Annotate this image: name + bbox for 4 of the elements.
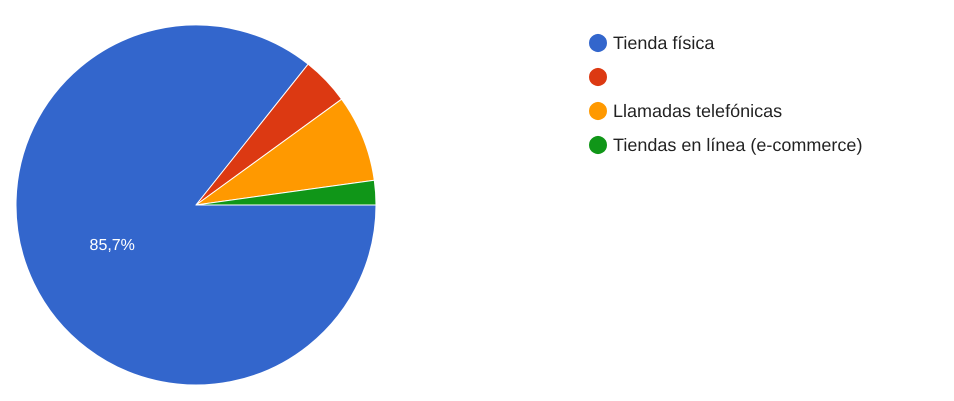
legend-label: Llamadas telefónicas xyxy=(613,101,782,121)
legend-label: Tienda física xyxy=(613,33,716,53)
legend-label: Tiendas en línea (e-commerce) xyxy=(613,135,862,155)
data-label: 85,7% xyxy=(90,236,135,254)
